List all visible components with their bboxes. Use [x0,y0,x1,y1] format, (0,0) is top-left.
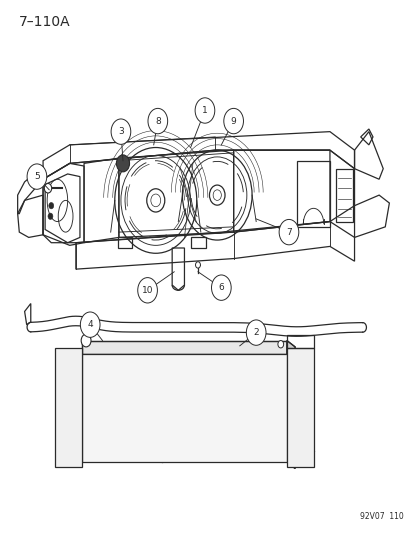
Text: 4: 4 [87,320,93,329]
Circle shape [27,164,47,189]
Circle shape [195,262,200,268]
Text: 8: 8 [154,117,160,126]
Bar [55,349,82,467]
Bar [286,349,313,467]
Circle shape [209,185,225,205]
Circle shape [49,203,54,209]
Circle shape [111,119,131,144]
Text: 2: 2 [253,328,259,337]
Circle shape [211,275,230,300]
Circle shape [195,98,214,123]
Circle shape [146,189,164,212]
Text: 10: 10 [142,286,153,295]
Text: 1: 1 [202,106,207,115]
Text: 92V07  110: 92V07 110 [359,512,403,521]
Circle shape [138,278,157,303]
Circle shape [80,312,100,337]
Text: 7: 7 [285,228,291,237]
Polygon shape [82,341,286,354]
Text: 7–110A: 7–110A [19,15,70,29]
Bar [82,354,286,462]
Text: 5: 5 [34,172,40,181]
Circle shape [81,334,91,347]
Circle shape [246,320,266,345]
Text: 9: 9 [230,117,236,126]
Polygon shape [286,341,294,469]
Text: 6: 6 [218,283,224,292]
Circle shape [48,213,53,220]
Circle shape [147,108,167,134]
Circle shape [116,155,129,172]
Text: 3: 3 [118,127,123,136]
Circle shape [278,220,298,245]
Circle shape [223,108,243,134]
Circle shape [277,341,283,348]
Circle shape [44,183,52,193]
